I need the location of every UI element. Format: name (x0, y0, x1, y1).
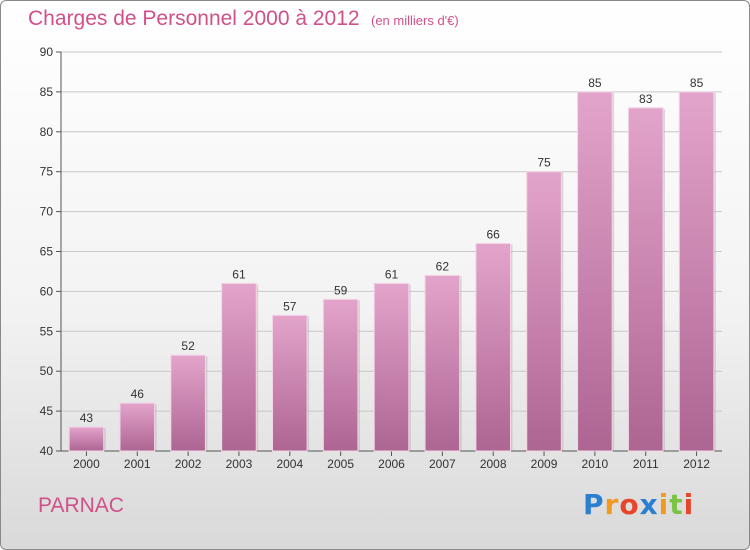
y-tick-label: 90 (40, 45, 54, 59)
bar (475, 243, 511, 452)
x-tick-label: 2003 (226, 457, 253, 471)
bar (68, 426, 105, 452)
y-tick-label: 55 (40, 324, 54, 338)
chart-subtitle: (en milliers d'€) (371, 13, 459, 28)
bar (678, 91, 715, 452)
bar-value-label: 85 (588, 76, 602, 90)
bar-value-label: 83 (639, 92, 653, 106)
bar (322, 298, 359, 452)
bar (627, 107, 664, 452)
place-name: PARNAC (38, 494, 124, 517)
bar (221, 282, 257, 452)
bar (577, 91, 613, 452)
bar (170, 354, 206, 452)
x-tick-label: 2005 (327, 457, 354, 471)
bar-value-label: 66 (487, 228, 501, 242)
chart-title: Charges de Personnel 2000 à 2012 (28, 7, 360, 30)
bar-value-label: 43 (80, 411, 94, 425)
proxiti-logo: Proxiti (583, 488, 695, 521)
x-tick-label: 2007 (429, 457, 456, 471)
y-tick-label: 60 (40, 284, 54, 298)
bar-value-label: 46 (131, 387, 145, 401)
bar-value-label: 85 (690, 76, 704, 90)
bar (119, 402, 156, 452)
bar-value-label: 57 (283, 299, 297, 313)
x-tick-label: 2009 (531, 457, 558, 471)
y-tick-label: 70 (40, 205, 54, 219)
bars (68, 91, 716, 452)
bar-value-label: 52 (181, 339, 195, 353)
bar (526, 171, 562, 452)
y-tick-label: 45 (40, 404, 54, 418)
x-tick-label: 2010 (582, 457, 609, 471)
y-tick-label: 80 (40, 125, 54, 139)
bar (272, 314, 308, 452)
bar (373, 282, 410, 452)
x-tick-label: 2006 (378, 457, 405, 471)
x-tick-label: 2002 (175, 457, 202, 471)
y-tick-label: 75 (40, 165, 54, 179)
y-tick-label: 40 (40, 444, 54, 458)
bar-value-label: 75 (537, 156, 551, 170)
x-tick-label: 2011 (633, 457, 659, 471)
x-tick-label: 2008 (480, 457, 507, 471)
x-tick-label: 2000 (73, 457, 100, 471)
y-tick-label: 50 (40, 364, 54, 378)
x-tick-label: 2004 (276, 457, 303, 471)
y-tick-label: 85 (40, 85, 54, 99)
bar-value-label: 61 (232, 267, 246, 281)
bar (424, 274, 461, 452)
bar-value-label: 62 (436, 259, 450, 273)
labels: 40 45 50 55 60 65 70 75 80 85 90 43 2000 46 2001 52 2002… (40, 45, 711, 471)
x-tick-label: 2012 (683, 457, 710, 471)
bar-value-label: 61 (385, 267, 399, 281)
x-tick-label: 2001 (124, 457, 151, 471)
y-tick-label: 65 (40, 245, 54, 259)
bar-value-label: 59 (334, 283, 348, 297)
